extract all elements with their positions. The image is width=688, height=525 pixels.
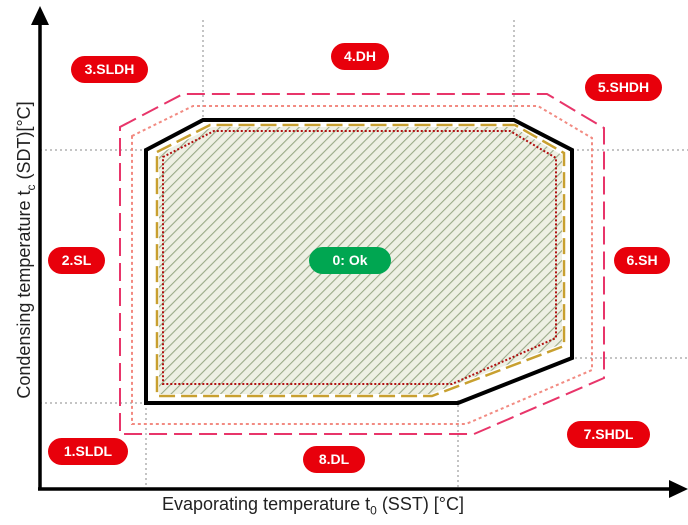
y-axis-arrowhead — [31, 6, 49, 25]
x-axis-label-main: Evaporating temperature t — [162, 494, 371, 514]
zone-badge-sl: 2.SL — [48, 247, 105, 274]
y-axis-label-subscript: c — [23, 184, 38, 191]
zone-badge-sh: 6.SH — [614, 247, 670, 274]
zone-badge-sldl: 1.SLDL — [48, 438, 128, 465]
zone-badge-dh: 4.DH — [331, 43, 389, 70]
zone-badge-sldh: 3.SLDH — [71, 56, 148, 83]
compressor-envelope — [144, 118, 574, 405]
outer-limit-boundary — [119, 93, 605, 435]
zone-badge-ok: 0: Ok — [309, 247, 391, 274]
x-axis-label-tail: (SST) [°C] — [376, 494, 465, 514]
zone-badge-shdl: 7.SHDL — [567, 421, 650, 448]
inner-limit-line — [162, 130, 557, 385]
zone-grid-lines — [40, 20, 688, 488]
warning-limit-boundary — [131, 105, 593, 425]
y-axis-label-tail: (SDT)[°C] — [14, 101, 35, 185]
zone-badge-dl: 8.DL — [303, 446, 365, 473]
y-axis-label: Condensing temperature tc (SDT)[°C] — [14, 101, 38, 398]
y-axis-label-main: Condensing temperature t — [14, 190, 35, 399]
x-axis-label-subscript: 0 — [370, 503, 377, 518]
x-axis-label: Evaporating temperature t0 (SST) [°C] — [162, 494, 464, 518]
zone-badge-shdh: 5.SHDH — [585, 74, 662, 101]
operating-area-outline — [155, 123, 566, 398]
x-axis-arrowhead — [669, 480, 688, 498]
axes — [38, 22, 676, 491]
